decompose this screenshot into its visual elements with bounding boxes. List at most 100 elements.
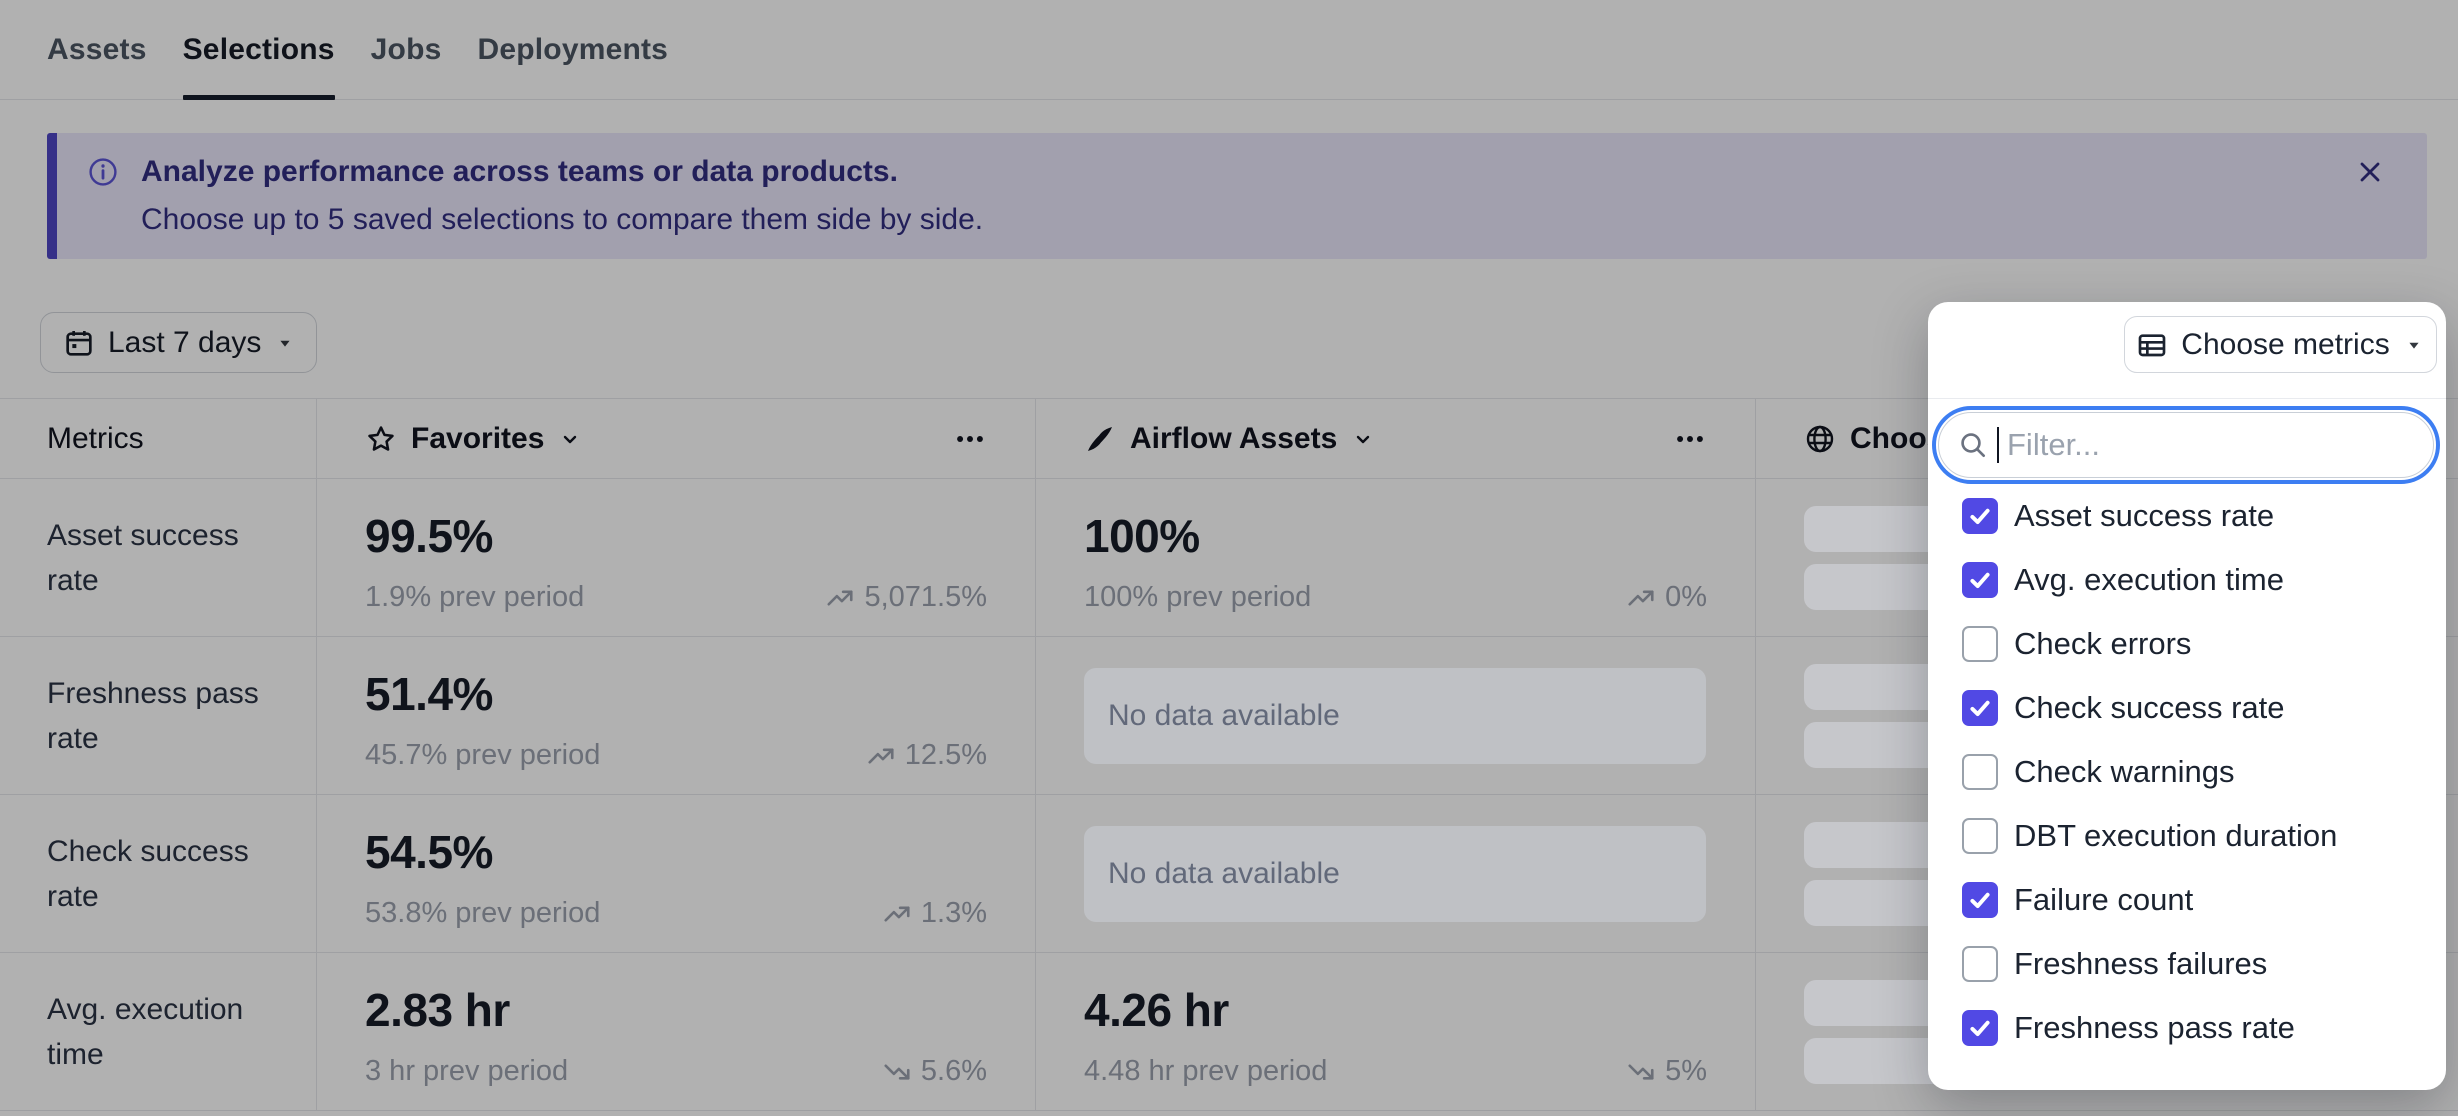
trend-badge: 1.3% [882,897,987,930]
checklist-item-label: Failure count [2014,882,2194,917]
tab-assets[interactable]: Assets [47,32,147,66]
metrics-checklist: Asset success rate Avg. execution time C… [1928,478,2446,1090]
prev-period-label: 100% prev period [1084,581,1312,613]
choose-metrics-label: Choose metrics [2181,327,2390,361]
checkbox[interactable] [1962,754,1998,790]
date-range-button[interactable]: Last 7 days [40,312,318,373]
column-header-metrics: Metrics [0,399,316,479]
tab-selections[interactable]: Selections [182,0,335,100]
checklist-item-label: Check success rate [2014,690,2285,725]
search-icon [1957,429,1989,461]
trending-up-icon [825,583,855,613]
filter-field[interactable] [2007,427,2415,463]
ellipsis-icon[interactable] [1673,422,1707,456]
metric-cell: 99.5% 1.9% prev period 5,071.5% [316,479,1035,637]
metric-value: 2.83 hr [365,984,510,1036]
metric-row-label: Freshness pass rate [0,637,316,795]
metric-cell: 2.83 hr 3 hr prev period 5.6% [316,953,1035,1111]
choose-metrics-panel: Choose metrics Asset success rate [1928,302,2446,1090]
trending-down-icon [882,1057,912,1087]
no-data-pill: No data available [1084,825,1706,922]
trend-badge: 5.6% [882,1055,987,1088]
checkbox[interactable] [1962,626,1998,662]
metric-cell: No data available [1035,795,1755,953]
metric-cell: 100% 100% prev period 0% [1035,479,1755,637]
ellipsis-icon[interactable] [953,422,987,456]
metric-cell: 4.26 hr 4.48 hr prev period 5% [1035,953,1755,1111]
metric-checklist-item[interactable]: Check warnings [1962,740,2446,804]
globe-icon [1804,423,1836,455]
trending-up-icon [866,741,896,771]
metric-value: 54.5% [365,826,493,878]
checklist-item-label: Freshness pass rate [2014,1010,2295,1045]
choose-metrics-button[interactable]: Choose metrics [2124,316,2437,373]
prev-period-label: 4.48 hr prev period [1084,1055,1328,1087]
checkbox[interactable] [1962,882,1998,918]
date-range-label: Last 7 days [108,325,262,359]
metric-checklist-item[interactable]: Freshness pass rate [1962,996,2446,1060]
metric-checklist-item[interactable]: Asset success rate [1962,484,2446,548]
trending-up-icon [882,899,912,929]
column-header-airflow-assets[interactable]: Airflow Assets [1035,399,1755,479]
checkbox[interactable] [1962,1010,1998,1046]
panel-divider [1928,398,2446,399]
info-icon [87,156,119,188]
metric-value: 51.4% [365,668,493,720]
metric-checklist-item[interactable]: Avg. execution time [1962,548,2446,612]
metric-cell: 51.4% 45.7% prev period 12.5% [316,637,1035,795]
metric-value: 4.26 hr [1084,984,1229,1036]
checkbox[interactable] [1962,498,1998,534]
checkbox[interactable] [1962,562,1998,598]
close-icon[interactable] [2353,155,2387,189]
chevron-down-icon [1351,427,1375,451]
banner-title: Analyze performance across teams or data… [141,155,898,188]
metric-checklist-item[interactable]: DBT execution duration [1962,804,2446,868]
checklist-item-label: Check warnings [2014,754,2235,789]
metric-checklist-item[interactable]: Freshness failures [1962,932,2446,996]
metric-row-label: Check success rate [0,795,316,953]
toolbar: Last 7 days [40,312,2458,373]
trending-down-icon [1626,1057,1656,1087]
tab-jobs[interactable]: Jobs [370,32,442,66]
checklist-item-label: Asset success rate [2014,498,2275,533]
tab-deployments[interactable]: Deployments [477,32,669,66]
checkbox[interactable] [1962,946,1998,982]
checklist-item-label: Freshness failures [2014,946,2268,981]
metric-cell: 54.5% 53.8% prev period 1.3% [316,795,1035,953]
prev-period-label: 3 hr prev period [365,1055,569,1087]
trend-badge: 5,071.5% [825,581,987,614]
column-header-favorites[interactable]: Favorites [316,399,1035,479]
trend-badge: 5% [1626,1055,1707,1088]
trend-badge: 12.5% [866,739,987,772]
star-icon [365,423,397,455]
tab-bar: Assets Selections Jobs Deployments [0,0,2458,100]
no-data-pill: No data available [1084,667,1706,764]
checklist-item-label: DBT execution duration [2014,818,2338,853]
metric-value: 99.5% [365,510,493,562]
calendar-icon [63,327,95,359]
banner-subtitle: Choose up to 5 saved selections to compa… [141,203,984,236]
metric-row-label: Avg. execution time [0,953,316,1111]
table-icon [2136,329,2168,361]
checklist-item-label: Avg. execution time [2014,562,2284,597]
trend-badge: 0% [1626,581,1707,614]
metric-row-label: Asset success rate [0,479,316,637]
prev-period-label: 53.8% prev period [365,897,601,929]
checkbox[interactable] [1962,690,1998,726]
checkbox[interactable] [1962,818,1998,854]
chevron-down-icon [558,427,582,451]
metric-checklist-item[interactable]: Failure count [1962,868,2446,932]
banner-text: Analyze performance across teams or data… [141,153,983,259]
trending-up-icon [1626,583,1656,613]
metric-value: 100% [1084,510,1200,562]
prev-period-label: 1.9% prev period [365,581,585,613]
filter-input[interactable] [1932,406,2440,484]
caret-down-icon [274,332,296,354]
metric-cell: No data available [1035,637,1755,795]
metric-checklist-item[interactable]: Check errors [1962,612,2446,676]
airflow-icon [1084,423,1116,455]
metric-checklist-item[interactable]: Check success rate [1962,676,2446,740]
info-banner: Analyze performance across teams or data… [47,133,2427,259]
checklist-item-label: Check errors [2014,626,2192,661]
